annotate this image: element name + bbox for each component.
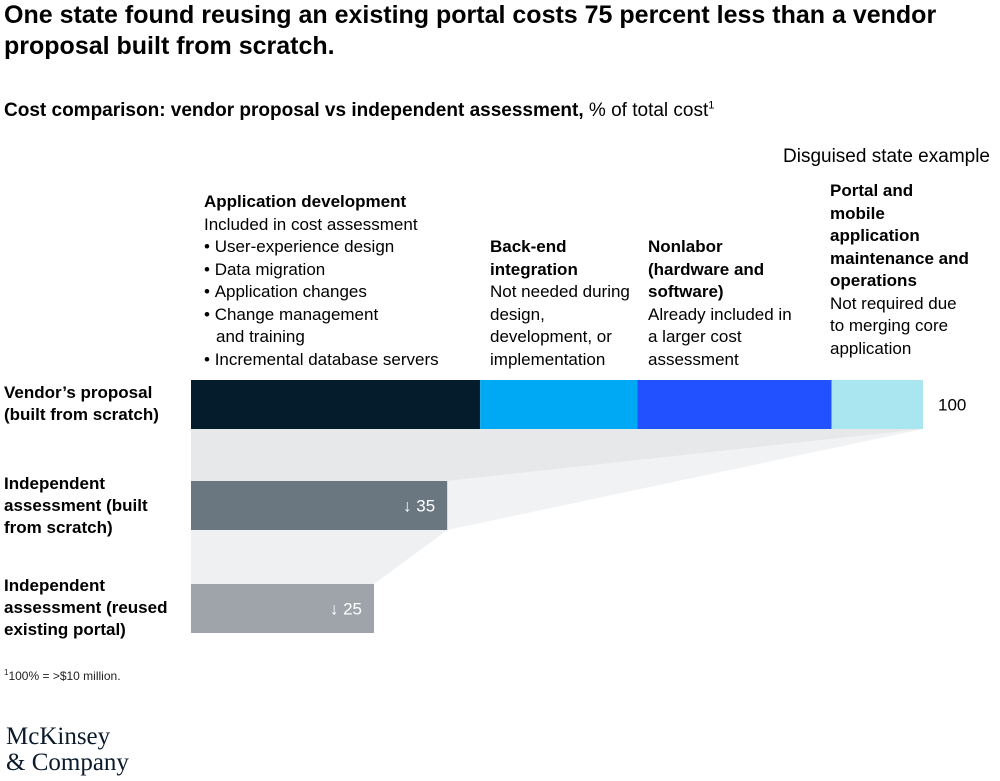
data-label-total: 100 [938,396,966,415]
connector-shade [191,429,923,481]
footnote-mark: 1 [4,668,9,677]
bar-segment-1 [191,380,481,429]
row-label-independent-scratch: Independent assessment (built from scrat… [4,474,148,537]
bullet-item: User-experience design [204,236,474,259]
mckinsey-logo: McKinsey & Company [6,724,129,776]
bar-row-2 [191,481,448,530]
data-label-row-3: ↓ 25 [330,600,362,619]
footnote-text: 100% = >$10 million. [8,669,121,683]
segment-label-nonlabor: Nonlabor (hardware and software) Already… [648,236,798,371]
segment-label-application-development: Application development Included in cost… [204,191,474,371]
subtitle-footnote-mark: 1 [708,99,715,112]
segment-label-portal-maintenance: Portal and mobile application maintenanc… [830,180,980,360]
data-label-row-2: ↓ 35 [403,497,435,516]
bullet-item: Change management and training [204,304,406,349]
logo-line: & Company [6,749,129,776]
footnote: 1100% = >$10 million. [4,668,121,684]
bullet-item: Data migration [204,259,474,282]
segment-label-back-end-integration: Back-end integration Not needed during d… [490,236,630,371]
segment-description: Already included in a larger cost assess… [648,304,792,369]
bar-segment-2 [480,380,638,429]
segment-description: Not needed during design, development, o… [490,282,630,369]
bullet-item: Application changes [204,281,474,304]
connector-shade [191,530,448,584]
connector-shade [447,429,923,530]
bar-row-3 [191,584,374,633]
row-label-independent-reused: Independent assessment (reused existing … [4,576,168,639]
logo-line: McKinsey [6,723,111,750]
subtitle-bold: Cost comparison: vendor proposal vs inde… [4,100,584,121]
bar-segment-3 [637,380,832,429]
row-label-vendor-proposal: Vendor’s proposal (built from scratch) [4,383,159,424]
disguised-note: Disguised state example [783,146,990,167]
segment-description: Not required due to merging core applica… [830,293,957,358]
bullet-item: Incremental database servers [204,349,474,372]
segment-description: Included in cost assessment [204,214,418,234]
segment-bullet-list: User-experience design Data migration Ap… [204,236,474,371]
segment-heading: Portal and mobile application maintenanc… [830,181,969,290]
segment-heading: Back-end integration [490,237,578,279]
bar-segment-4 [831,380,923,429]
subtitle-unit: % of total cost [583,100,709,121]
chart-title: One state found reusing an existing port… [4,1,937,60]
segment-heading: Nonlabor (hardware and software) [648,237,765,301]
segment-heading: Application development [204,192,407,211]
chart-subtitle: Cost comparison: vendor proposal vs inde… [4,98,714,124]
